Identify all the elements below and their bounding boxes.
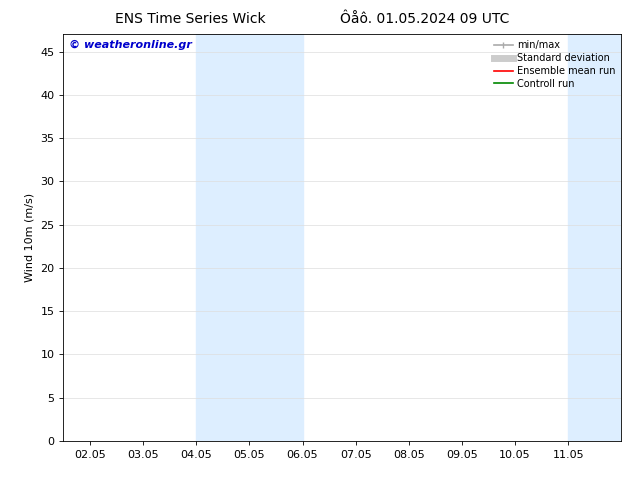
- Text: ENS Time Series Wick: ENS Time Series Wick: [115, 12, 266, 26]
- Bar: [595, 34, 621, 441]
- Text: Ôåô. 01.05.2024 09 UTC: Ôåô. 01.05.2024 09 UTC: [340, 12, 510, 26]
- Y-axis label: Wind 10m (m/s): Wind 10m (m/s): [25, 193, 35, 282]
- Bar: [568, 34, 595, 441]
- Text: © weatheronline.gr: © weatheronline.gr: [69, 40, 192, 50]
- Bar: [197, 34, 249, 441]
- Bar: [249, 34, 302, 441]
- Legend: min/max, Standard deviation, Ensemble mean run, Controll run: min/max, Standard deviation, Ensemble me…: [489, 36, 619, 93]
